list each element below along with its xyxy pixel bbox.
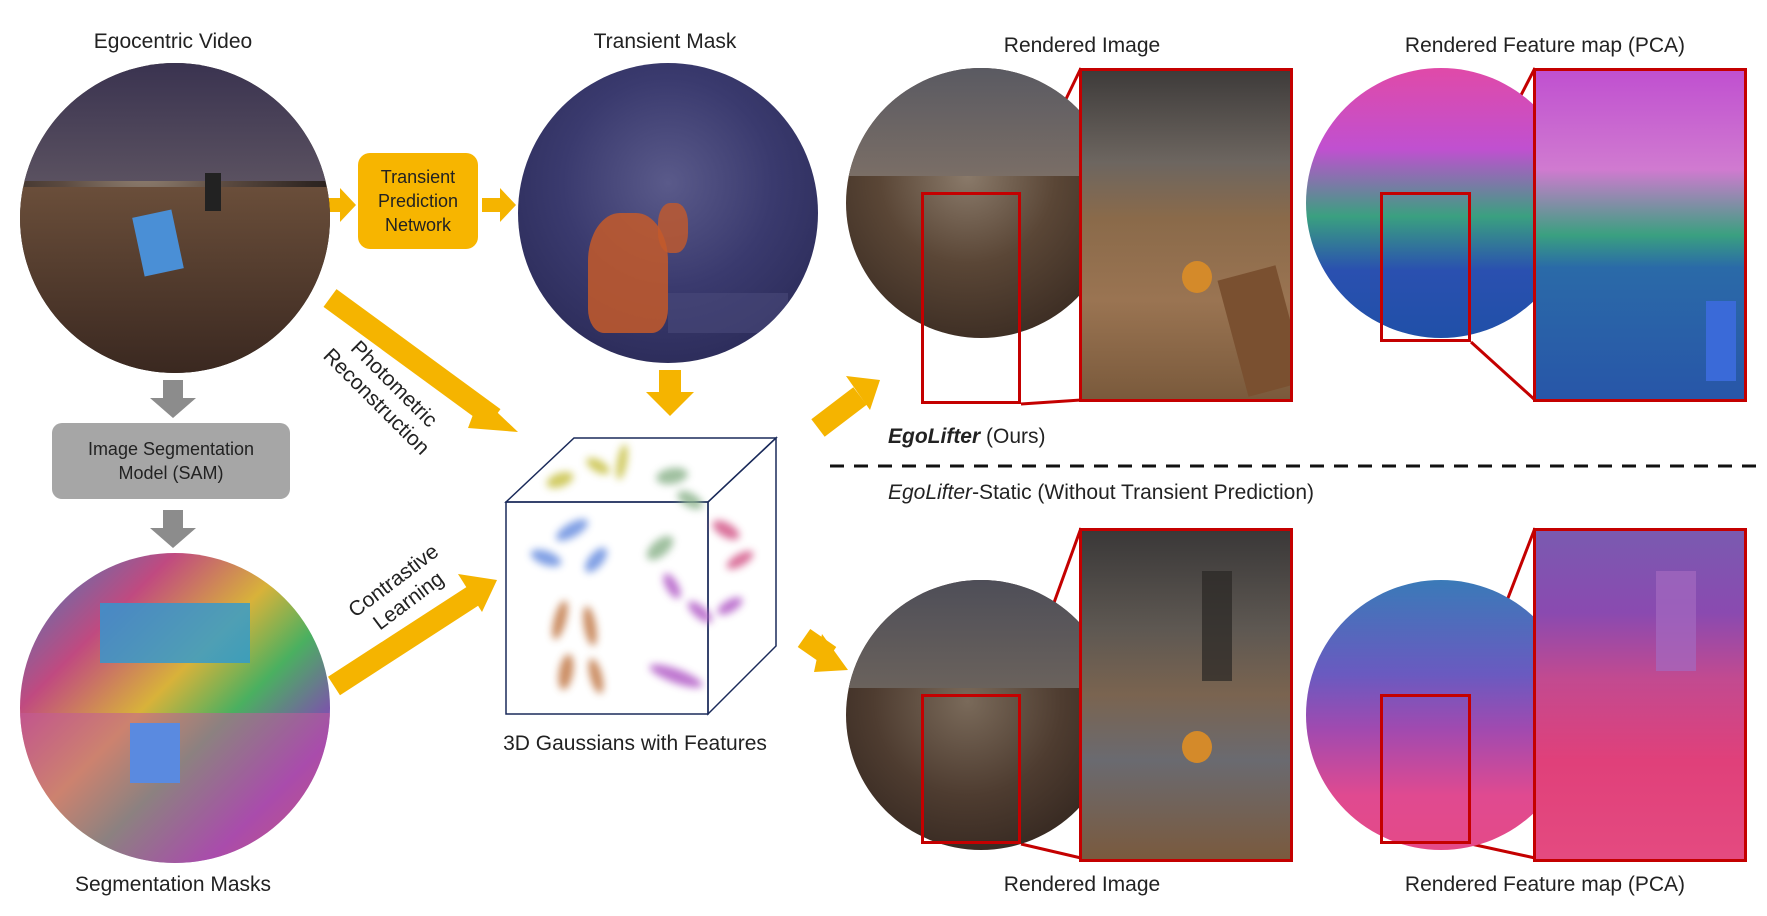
label-ours: EgoLifter (Ours) [888,425,1046,449]
rendered-image-top-zoom-rect [921,192,1021,404]
label-rendered-feature-bottom: Rendered Feature map (PCA) [1404,873,1686,896]
label-egocentric-video: Egocentric Video [93,30,253,53]
rendered-feature-top [1306,68,1576,338]
transient-mask-frame [518,63,818,363]
arrow-to-rendered-top [811,376,880,437]
rendered-feature-bottom-zoom-rect [1380,694,1471,844]
label-segmentation-masks: Segmentation Masks [74,873,272,896]
static-name: EgoLifter [888,481,973,504]
arrow-sam-to-masks [150,510,196,548]
rendered-feature-bottom [1306,580,1576,850]
static-suffix: -Static (Without Transient Prediction) [972,481,1315,504]
arrow-photometric [323,289,518,432]
sam-line-1: Image Segmentation [87,439,255,459]
rendered-image-bottom-zoom-rect [921,694,1021,844]
rendered-feature-top-zoom-rect [1380,192,1471,342]
arrow-network-to-mask [482,188,516,222]
label-transient-mask: Transient Mask [593,30,737,53]
rendered-image-top [846,68,1116,338]
sam-box: Image Segmentation Model (SAM) [52,423,290,499]
rendered-image-top-crop [1079,68,1293,402]
tn-line-2: Prediction [377,191,459,211]
label-rendered-image-bottom: Rendered Image [1003,873,1161,896]
sam-line-2: Model (SAM) [118,463,224,483]
gaussian-cube [504,436,778,716]
tn-line-1: Transient [380,167,456,187]
arrow-contrastive [328,574,497,696]
transient-network-box: Transient Prediction Network [358,153,478,249]
egocentric-video-frame [20,63,330,373]
ours-name: EgoLifter [888,425,981,448]
label-rendered-image-top: Rendered Image [1003,34,1161,57]
ours-suffix: (Ours) [980,425,1046,448]
rendered-feature-top-crop [1533,68,1747,402]
arrow-to-rendered-bottom [797,628,848,672]
label-rendered-feature-top: Rendered Feature map (PCA) [1404,34,1686,57]
rendered-feature-bottom-crop [1533,528,1747,862]
label-static: EgoLifter-Static (Without Transient Pred… [888,481,1314,505]
label-gaussians: 3D Gaussians with Features [503,732,767,755]
arrow-video-to-network [322,188,356,222]
rendered-image-bottom [846,580,1116,850]
tn-line-3: Network [384,215,451,235]
segmentation-masks-frame [20,553,330,863]
arrow-mask-to-gaussians [646,370,694,416]
arrow-video-to-sam [150,380,196,418]
rendered-image-bottom-crop [1079,528,1293,862]
